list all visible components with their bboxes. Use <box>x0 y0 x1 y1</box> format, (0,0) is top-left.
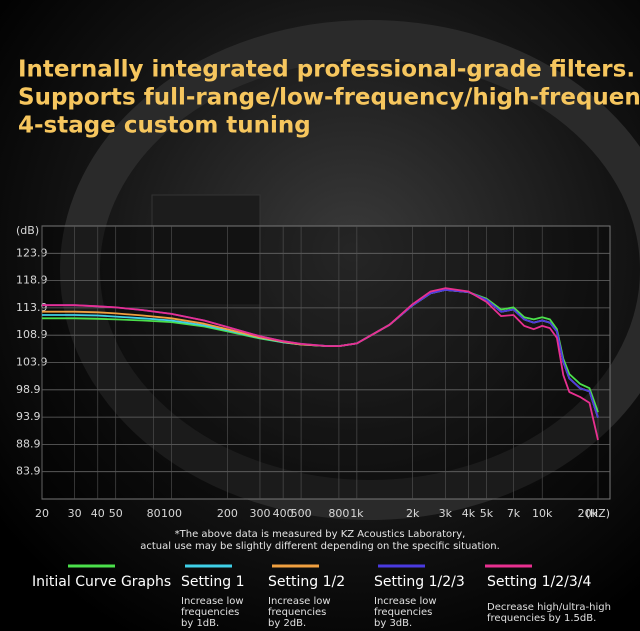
legend-description: Decrease high/ultra-high <box>487 602 611 613</box>
title-line: Supports full-range/low-frequency/high-f… <box>18 85 640 111</box>
legend-description: Increase low <box>181 596 244 607</box>
y-tick-label: 83.9 <box>16 465 41 478</box>
legend-label: Setting 1/2/3 <box>374 574 465 590</box>
y-tick-label: 98.9 <box>16 383 41 396</box>
legend-description: frequencies by 1.5dB. <box>487 613 596 624</box>
legend-description: by 2dB. <box>268 618 306 629</box>
legend-description: Increase low <box>268 596 331 607</box>
footnote: *The above data is measured by KZ Acoust… <box>175 529 466 540</box>
y-tick-label: 93.9 <box>16 410 41 423</box>
y-tick-label: 123.9 <box>16 246 48 259</box>
x-tick-label: 300 <box>249 507 270 520</box>
footnote: actual use may be slightly different dep… <box>140 541 500 552</box>
earphone-shape <box>60 20 640 520</box>
x-tick-label: 2k <box>406 507 420 520</box>
x-tick-label: 1k <box>350 507 364 520</box>
title-line: Internally integrated professional-grade… <box>18 57 635 83</box>
legend-description: frequencies <box>374 607 432 618</box>
switch-block <box>151 194 261 306</box>
legend-description: Increase low <box>374 596 437 607</box>
x-tick-label: 20 <box>35 507 49 520</box>
y-tick-label: 113.9 <box>16 301 48 314</box>
x-tick-label: 50 <box>109 507 123 520</box>
legend-label: Setting 1 <box>181 574 245 590</box>
x-tick-label: 20k <box>578 507 599 520</box>
y-axis-label: (dB) <box>16 224 39 237</box>
x-tick-label: 800 <box>328 507 349 520</box>
y-tick-label: 118.9 <box>16 274 48 287</box>
x-tick-label: 200 <box>217 507 238 520</box>
y-tick-label: 108.9 <box>16 328 48 341</box>
x-tick-label: 7k <box>507 507 521 520</box>
y-tick-label: 88.9 <box>16 437 41 450</box>
legend-description: frequencies <box>181 607 239 618</box>
x-tick-label: 30 <box>68 507 82 520</box>
x-tick-label: 400 <box>273 507 294 520</box>
x-tick-label: 10k <box>532 507 553 520</box>
x-tick-label: 500 <box>291 507 312 520</box>
legend-label: Setting 1/2 <box>268 574 345 590</box>
x-tick-label: 40 <box>91 507 105 520</box>
legend-description: frequencies <box>268 607 326 618</box>
legend-description: by 3dB. <box>374 618 412 629</box>
x-axis-label: (HZ) <box>586 507 610 520</box>
y-tick-label: 103.9 <box>16 356 48 369</box>
x-tick-label: 4k <box>462 507 476 520</box>
x-tick-label: 5k <box>480 507 494 520</box>
x-tick-label: 3k <box>439 507 453 520</box>
x-tick-label: 100 <box>161 507 182 520</box>
series-line <box>42 287 599 441</box>
legend-label: Setting 1/2/3/4 <box>487 574 591 590</box>
title-line: 4-stage custom tuning <box>18 113 311 139</box>
x-tick-label: 80 <box>147 507 161 520</box>
legend-label: Initial Curve Graphs <box>32 574 171 590</box>
legend-description: by 1dB. <box>181 618 219 629</box>
